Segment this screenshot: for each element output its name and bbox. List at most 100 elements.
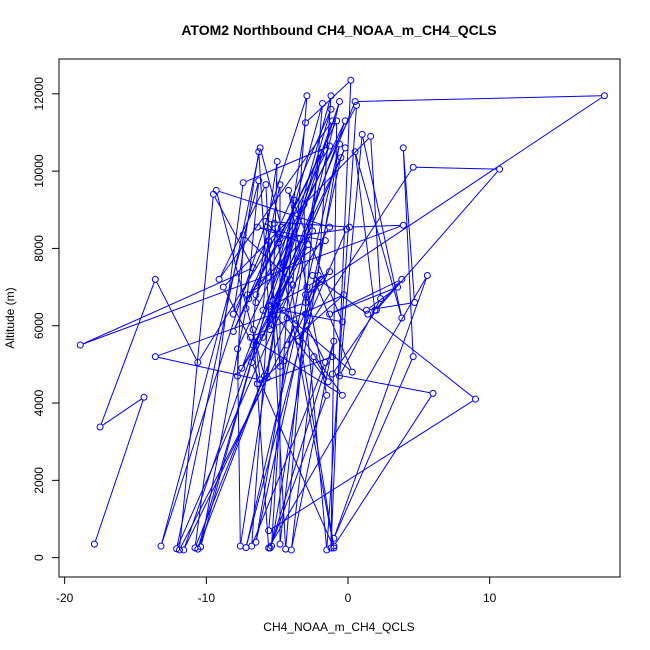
series-segment bbox=[280, 282, 321, 364]
series-segment bbox=[370, 139, 381, 296]
data-point bbox=[326, 268, 334, 276]
series-segment bbox=[194, 185, 244, 545]
series-segment bbox=[102, 398, 142, 426]
data-point bbox=[194, 545, 202, 553]
series-segment bbox=[83, 225, 401, 345]
series-segment bbox=[237, 352, 241, 543]
data-point bbox=[262, 181, 270, 189]
series-segment bbox=[234, 156, 321, 329]
x-tick-label: 0 bbox=[345, 591, 352, 605]
series-segment bbox=[246, 278, 318, 545]
series-segment bbox=[252, 150, 345, 360]
series-segment bbox=[245, 236, 288, 278]
data-point bbox=[300, 200, 308, 208]
data-point bbox=[255, 177, 263, 185]
data-point bbox=[328, 353, 336, 361]
data-point bbox=[194, 358, 202, 366]
data-point bbox=[259, 306, 267, 314]
data-point bbox=[248, 358, 256, 366]
series-segment bbox=[252, 338, 340, 395]
data-point bbox=[239, 231, 247, 239]
data-point bbox=[398, 275, 406, 283]
series-segment bbox=[260, 150, 282, 225]
series-segment bbox=[267, 223, 279, 237]
series-segment bbox=[254, 233, 312, 343]
series-segment bbox=[335, 395, 432, 544]
series-segment bbox=[299, 231, 346, 339]
data-point bbox=[351, 98, 359, 106]
data-point bbox=[302, 310, 309, 318]
series-segment bbox=[307, 273, 328, 293]
series-segment bbox=[269, 277, 427, 546]
series-segment bbox=[279, 317, 306, 542]
y-tick-label: 2000 bbox=[32, 467, 46, 494]
data-point bbox=[341, 144, 349, 152]
series-segment bbox=[307, 97, 603, 294]
data-point bbox=[270, 300, 278, 308]
data-point bbox=[399, 144, 407, 152]
data-point bbox=[336, 98, 343, 106]
series-segment bbox=[370, 315, 474, 398]
data-point bbox=[252, 538, 260, 546]
series-segment bbox=[335, 374, 430, 394]
data-point bbox=[249, 264, 257, 272]
data-point bbox=[282, 545, 290, 553]
series-segment bbox=[270, 123, 345, 327]
data-point bbox=[151, 275, 159, 283]
data-point bbox=[367, 132, 375, 140]
series-segment bbox=[252, 365, 333, 546]
series-segment bbox=[276, 306, 351, 371]
data-point bbox=[302, 299, 309, 307]
series-segment bbox=[219, 190, 327, 227]
data-point bbox=[351, 148, 359, 156]
x-axis: -20 -10 0 10 bbox=[56, 576, 497, 605]
series-segment bbox=[198, 348, 256, 547]
data-point bbox=[328, 117, 336, 125]
series-segment bbox=[82, 268, 251, 345]
data-point bbox=[234, 345, 241, 353]
series-segment bbox=[176, 150, 261, 546]
series-segment bbox=[265, 288, 305, 310]
data-point bbox=[429, 389, 437, 397]
series-segment bbox=[416, 166, 497, 170]
x-tick-label: -20 bbox=[56, 591, 74, 605]
series-segment bbox=[317, 98, 332, 273]
series-segment bbox=[256, 160, 341, 540]
data-point bbox=[319, 99, 326, 107]
data-point bbox=[347, 76, 355, 84]
data-point bbox=[330, 534, 338, 542]
series-segment bbox=[246, 147, 340, 545]
data-point bbox=[343, 225, 351, 233]
data-point bbox=[321, 358, 329, 366]
data-point bbox=[239, 179, 247, 187]
data-point bbox=[409, 353, 417, 361]
series-segment bbox=[260, 227, 323, 241]
data-point bbox=[219, 283, 227, 291]
series-segment bbox=[307, 82, 349, 121]
series-segment bbox=[262, 243, 269, 308]
data-point bbox=[265, 527, 273, 535]
series-segment bbox=[270, 398, 327, 546]
series-segment bbox=[270, 344, 334, 546]
data-point bbox=[245, 295, 253, 303]
series-segment bbox=[252, 295, 342, 337]
x-tick-label: -10 bbox=[198, 591, 216, 605]
data-point bbox=[302, 119, 309, 127]
data-point bbox=[256, 144, 264, 152]
y-tick-label: 6000 bbox=[32, 312, 46, 339]
series-points bbox=[76, 76, 608, 554]
series-segment bbox=[313, 278, 352, 370]
series-segment bbox=[260, 357, 330, 384]
data-point bbox=[362, 306, 370, 314]
series-segment bbox=[180, 326, 295, 548]
data-point bbox=[234, 372, 241, 380]
data-point bbox=[285, 186, 292, 194]
series-segment bbox=[326, 108, 357, 547]
data-point bbox=[323, 391, 331, 399]
data-point bbox=[246, 333, 254, 341]
series-segment bbox=[251, 309, 269, 543]
series-segment bbox=[255, 348, 261, 377]
series-segment bbox=[161, 98, 307, 544]
data-point bbox=[252, 291, 260, 299]
